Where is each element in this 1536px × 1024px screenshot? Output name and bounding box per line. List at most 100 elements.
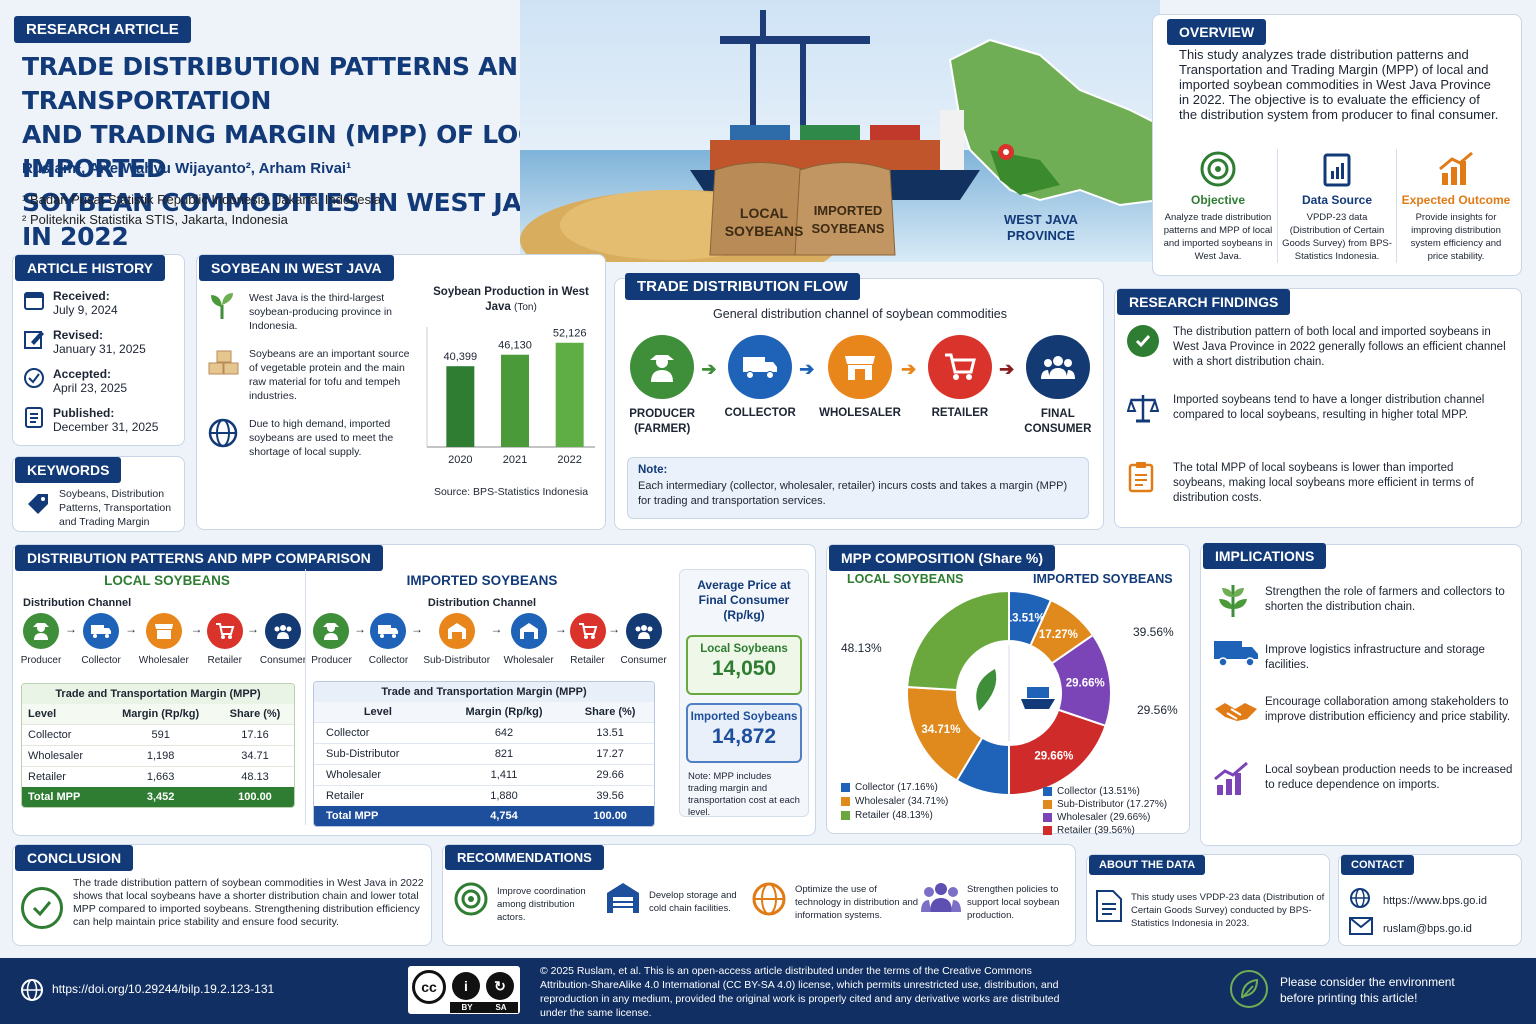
history-list: Received: July 9, 2024 Revised: January 31… [23, 289, 158, 445]
truck-icon [1213, 637, 1265, 674]
flow-step-label: FINAL CONSUMER [1024, 408, 1092, 435]
flow-note: Note: Each intermediary (collector, whol… [627, 457, 1089, 519]
recommendation-text: Strengthen policies to support local soy… [967, 884, 1060, 921]
implication-text: Improve logistics infrastructure and sto… [1265, 644, 1485, 671]
findings-list: The distribution pattern of both local a… [1126, 325, 1507, 529]
table-row: Wholesaler 1,198 34.71 [22, 745, 294, 767]
cc-icon: cc [412, 970, 446, 1004]
overview-title: OVERVIEW [1167, 19, 1267, 45]
legend-item: Sub-Distributor (17.27%) [1043, 798, 1167, 811]
chain-node: Consumer [620, 613, 667, 666]
flow-title: TRADE DISTRIBUTION FLOW [625, 273, 860, 300]
farmer-icon [23, 613, 60, 649]
check-circle-icon [1127, 325, 1159, 357]
table-cell: Collector [326, 727, 370, 739]
finding-text: Imported soybeans tend to have a longer … [1173, 394, 1485, 421]
flow-step-label: RETAILER [931, 407, 989, 419]
contact-email[interactable]: ruslam@bps.go.id [1349, 917, 1472, 940]
farmer-icon [313, 613, 350, 649]
legend-label: Retailer (48.13%) [855, 810, 933, 821]
chain-label: Producer [20, 655, 62, 666]
bar [446, 366, 475, 447]
flow-note-title: Note: [638, 464, 668, 476]
history-label: Received: [53, 289, 110, 303]
hero-illustration: LOCAL SOYBEANS IMPORTED SOYBEANS WEST JA… [520, 0, 1160, 262]
history-date: December 31, 2025 [53, 420, 159, 434]
flow-subtitle: General distribution channel of soybean … [713, 307, 1007, 321]
ship-icon [1021, 699, 1055, 709]
table-cell: Collector [28, 729, 72, 741]
legend-item: Collector (13.51%) [1043, 785, 1167, 798]
arrow-right-icon: ➔ [999, 359, 1015, 379]
table-total-row: Total MPP 4,754 100.00 [314, 806, 654, 826]
label-imported-wholesaler-outer: 29.56% [1137, 703, 1178, 717]
table-cell: 1,880 [490, 790, 518, 802]
col-header: Level [28, 708, 57, 720]
cart-icon [569, 613, 606, 649]
arrow-right-icon: → [125, 622, 138, 636]
arrow-right-icon: → [410, 622, 423, 636]
overview-objective: Objective Analyze trade distribution pat… [1159, 149, 1277, 263]
composition-local-title: LOCAL SOYBEANS [847, 572, 964, 586]
table-cell: Wholesaler [28, 750, 84, 762]
local-price-box: Local Soybeans 14,050 [686, 635, 802, 695]
local-channel-label: Distribution Channel [23, 597, 132, 609]
mail-icon [1349, 917, 1383, 940]
contact-web-link[interactable]: https://www.bps.go.id [1383, 894, 1487, 907]
local-slice-label: 34.71% [921, 724, 960, 736]
table-title: Trade and Transportation Margin (MPP) [22, 684, 294, 704]
environment-note: Please consider the environment before p… [1280, 975, 1455, 1005]
history-item: Accepted: April 23, 2025 [23, 367, 158, 406]
distribution-card: DISTRIBUTION PATTERNS AND MPP COMPARISON… [12, 544, 816, 836]
col-header: Margin (Rp/kg) [465, 706, 543, 718]
implication-text: Encourage collaboration among stakeholde… [1265, 696, 1511, 723]
table-cell: Total MPP [28, 791, 81, 803]
composition-imported-title: IMPORTED SOYBEANS [1033, 572, 1173, 586]
legend-item: Retailer (48.13%) [841, 809, 948, 823]
table-row: Sub-Distributor 821 17.27 [314, 743, 654, 765]
chain-node: Consumer [259, 613, 307, 666]
tag-icon [25, 491, 51, 522]
flow-card: TRADE DISTRIBUTION FLOW General distribu… [614, 273, 1104, 530]
finding-item: Imported soybeans tend to have a longer … [1126, 393, 1507, 461]
ship-cargo-icon [1027, 687, 1049, 698]
flow-steps: PRODUCER (FARMER) ➔ COLLECTOR ➔ WHOLESAL… [623, 335, 1097, 437]
check-circle-icon [21, 887, 63, 929]
imported-chain: Producer → Collector → Sub-Distributor →… [309, 613, 667, 666]
sack-imported-label: IMPORTED SOYBEANS [811, 203, 885, 236]
truck-icon [83, 613, 120, 649]
affiliation: ¹ Badan Pusat Statistik Republic Indones… [22, 192, 382, 207]
label-local-retailer: 48.13% [841, 641, 882, 655]
table-cell: Retailer [28, 771, 66, 783]
table-cell: 1,411 [490, 769, 518, 781]
map-label: WEST JAVA PROVINCE [1004, 212, 1078, 243]
chain-node: Retailer [567, 613, 608, 666]
overview-item-title: Expected Outcome [1401, 193, 1511, 207]
chain-node: Producer [309, 613, 354, 666]
doi-link[interactable]: https://doi.org/10.29244/bilp.19.2.123-1… [52, 982, 275, 996]
recommendations-card: RECOMMENDATIONS Improve coordination amo… [442, 844, 1076, 946]
globe-icon [20, 978, 44, 1007]
table-cell: 821 [494, 748, 514, 760]
distribution-title: DISTRIBUTION PATTERNS AND MPP COMPARISON [15, 545, 383, 571]
history-card: ARTICLE HISTORY Received: July 9, 2024 Re… [12, 254, 185, 446]
soybean-facts: West Java is the third-largest soybean-p… [207, 291, 417, 473]
table-cell: 17.27 [596, 748, 624, 760]
clipboard-chart-icon [1282, 149, 1392, 193]
table-cell: 39.56 [596, 790, 624, 802]
table-total-row: Total MPP 3,452 100.00 [22, 787, 294, 807]
recommendation-item: Develop storage and cold chain facilitie… [605, 881, 751, 924]
legend-swatch [841, 796, 850, 806]
chain-label: Retailer [207, 655, 242, 666]
recommendation-item: Strengthen policies to support local soy… [921, 881, 1069, 924]
legend-item: Collector (17.16%) [841, 781, 948, 795]
sprout-icon [207, 291, 249, 326]
overview-data-source: Data Source VPDP-23 data (Distribution o… [1277, 149, 1397, 263]
soybean-title: SOYBEAN IN WEST JAVA [199, 255, 394, 281]
contact-email-link[interactable]: ruslam@bps.go.id [1383, 922, 1472, 935]
fact-text: Soybeans are an important source of vege… [249, 348, 410, 402]
contact-web[interactable]: https://www.bps.go.id [1349, 887, 1487, 914]
chain-node: Collector [77, 613, 125, 666]
local-slice [906, 589, 1010, 692]
history-date: April 23, 2025 [53, 381, 128, 395]
